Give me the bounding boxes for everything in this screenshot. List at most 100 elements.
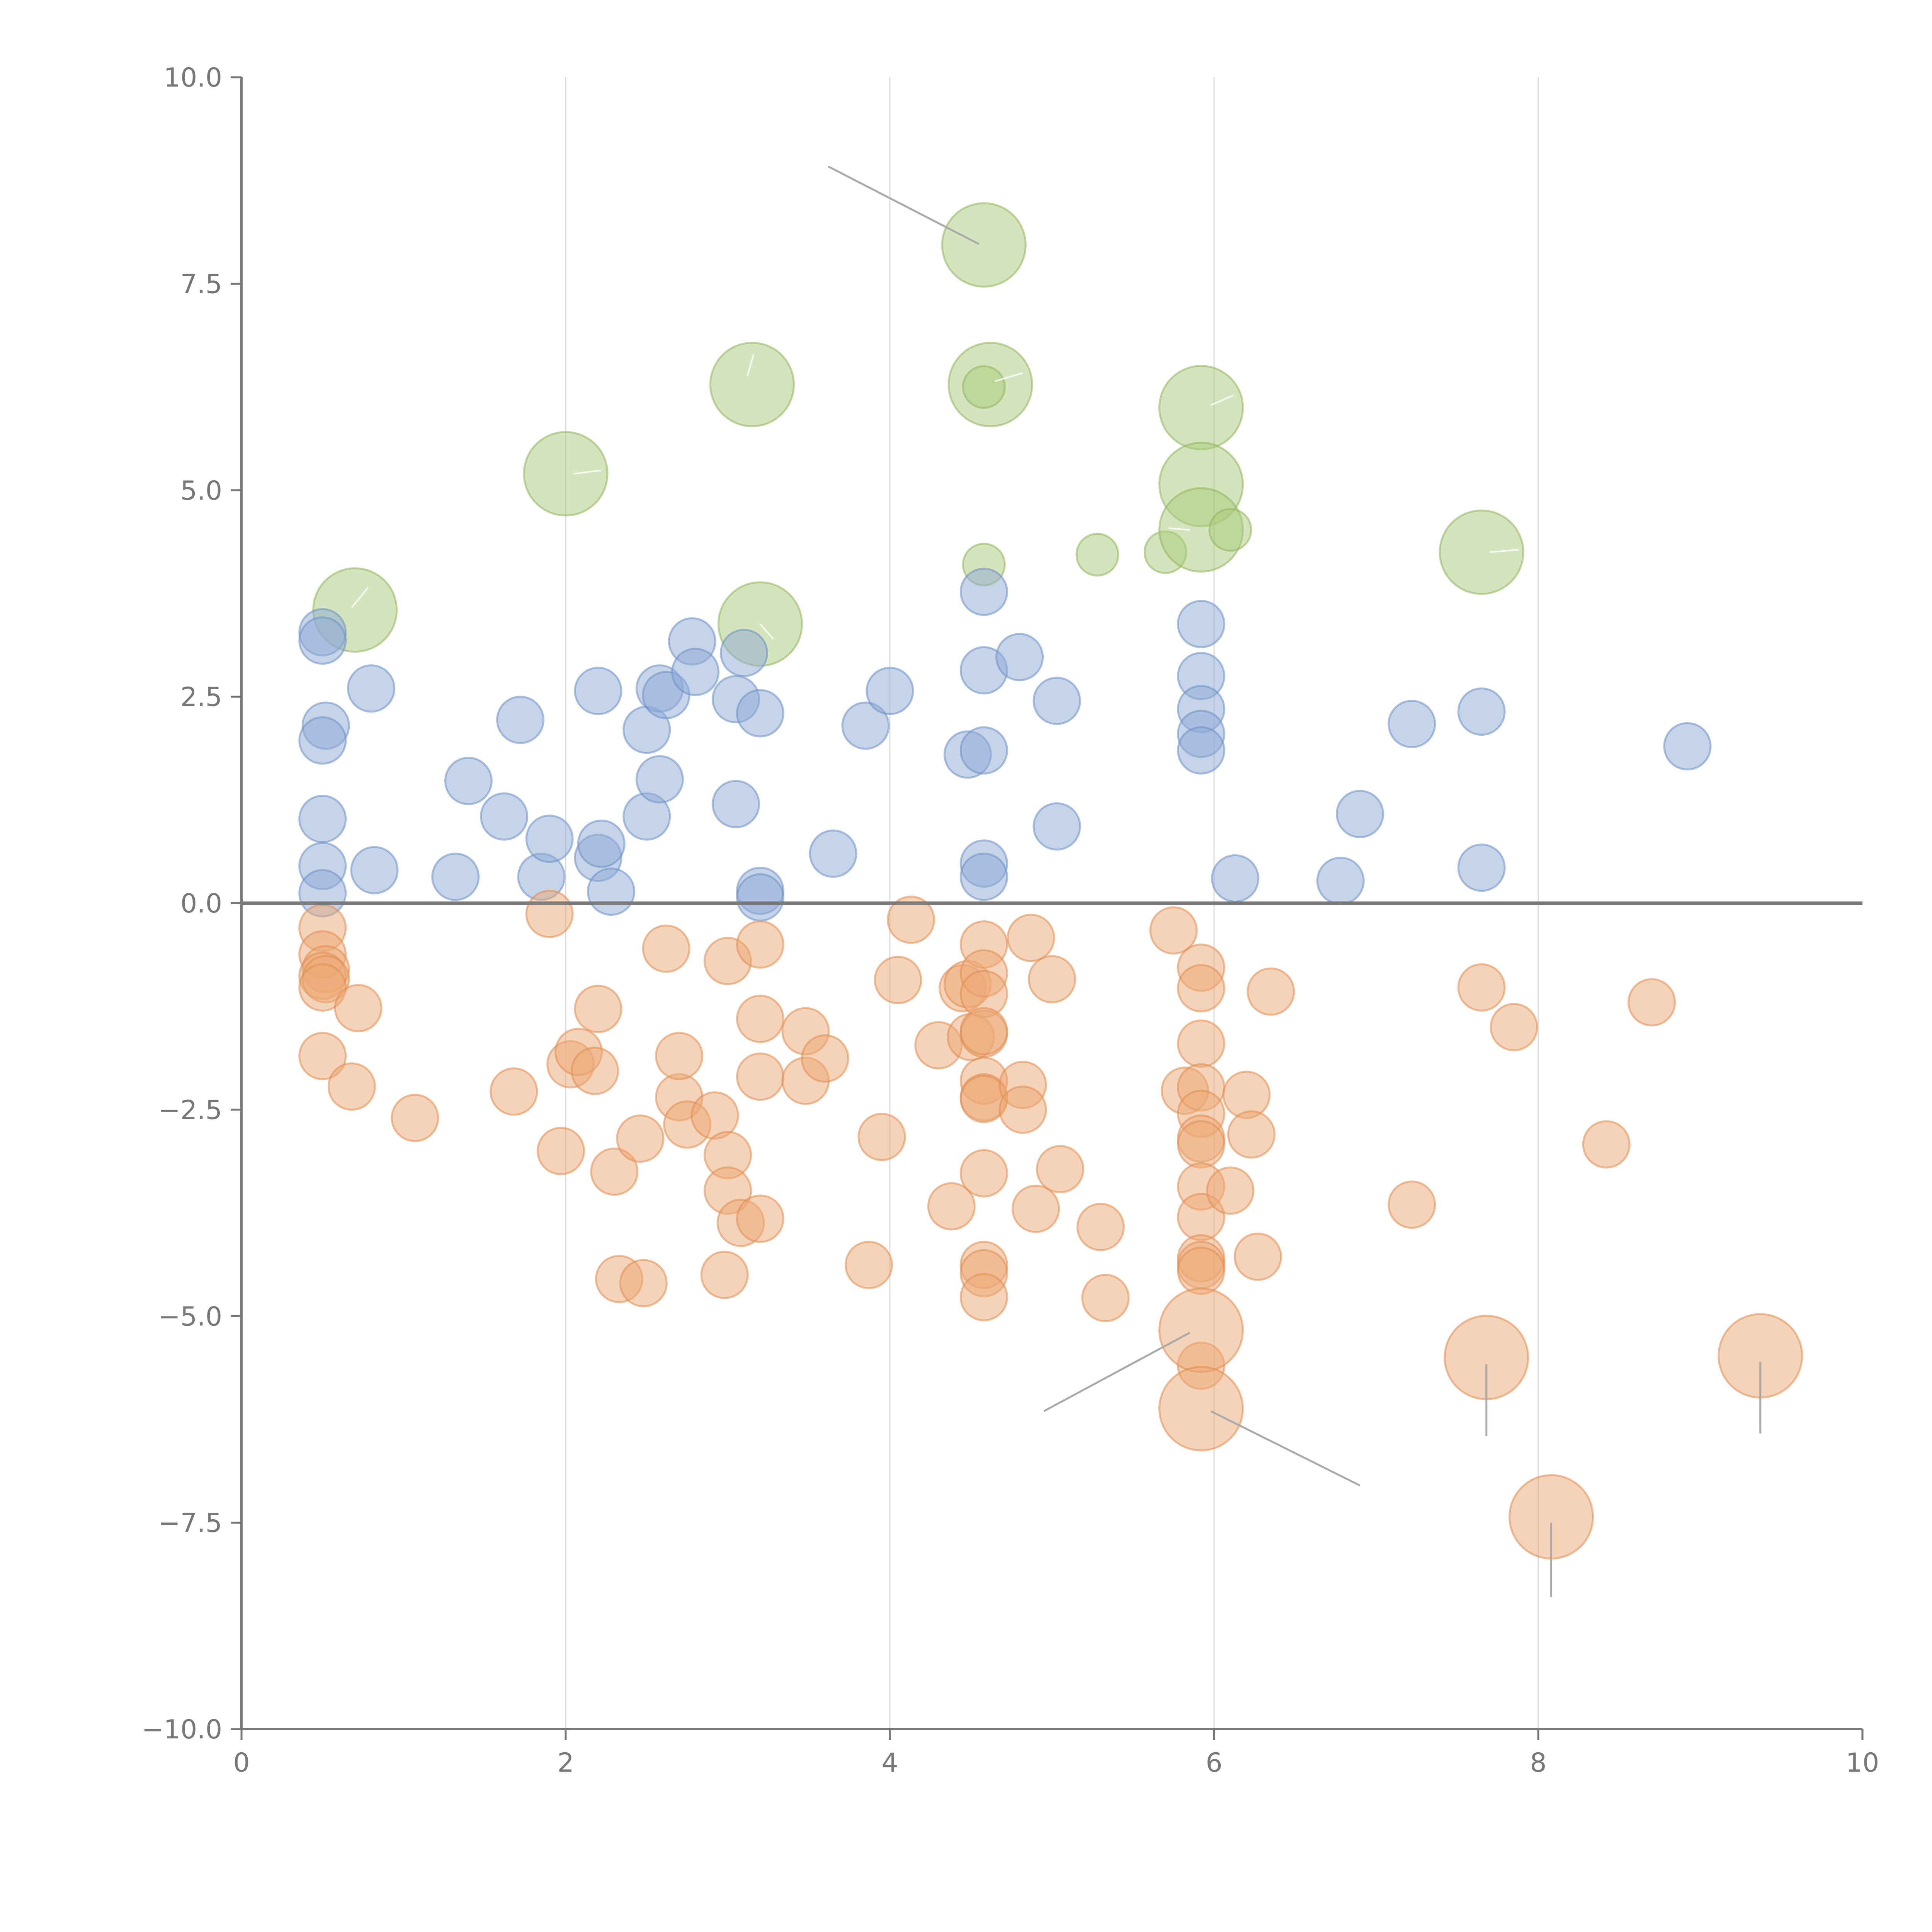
x-tick-label: 2 (557, 1748, 574, 1778)
orange-data-point (1177, 1120, 1225, 1169)
x-tick-label: 4 (881, 1748, 898, 1778)
x-tick-label: 0 (233, 1748, 250, 1778)
orange-data-point (391, 1094, 439, 1142)
orange-data-point (334, 984, 383, 1032)
orange-data-point (1036, 1145, 1084, 1194)
blue-data-point (736, 689, 784, 738)
blue-data-point (1211, 854, 1260, 903)
orange-data-point (1233, 1232, 1282, 1281)
orange-data-point (700, 1250, 749, 1299)
inner-label-tick (1168, 527, 1190, 531)
orange-data-point (1177, 964, 1225, 1013)
orange-data-point (1028, 955, 1076, 1003)
orange-data-point (1227, 1110, 1276, 1159)
blue-data-point (959, 726, 1008, 775)
series-blue (298, 568, 1712, 922)
orange-data-point (1012, 1184, 1060, 1233)
blue-data-point (1457, 844, 1506, 892)
blue-data-point (866, 667, 914, 715)
orange-data-point (927, 1182, 976, 1231)
orange-data-point (1177, 1247, 1225, 1295)
orange-data-point (616, 1114, 665, 1163)
orange-data-point (857, 1112, 906, 1161)
green-data-point (523, 431, 609, 517)
blue-data-point (1457, 687, 1506, 736)
blue-data-point (347, 664, 396, 713)
orange-data-point (959, 1273, 1008, 1321)
orange-data-point (1628, 978, 1676, 1027)
orange-data-point (1149, 906, 1198, 955)
orange-data-point (642, 924, 690, 973)
inner-label-tick (759, 623, 774, 639)
orange-data-point (1081, 1274, 1130, 1322)
blue-data-point (959, 852, 1008, 901)
blue-data-point (1316, 857, 1365, 905)
orange-data-point (1247, 967, 1295, 1016)
blue-data-point (1032, 677, 1081, 725)
blue-data-point (711, 780, 760, 828)
callout-leader-line (1210, 1410, 1361, 1486)
green-data-point (962, 365, 1006, 409)
inner-label-tick (573, 469, 602, 474)
blue-data-point (525, 815, 574, 863)
y-tick-label: 5.0 (180, 476, 222, 506)
blue-data-point (298, 716, 347, 765)
green-data-point (1208, 508, 1252, 552)
orange-data-point (1206, 1166, 1255, 1215)
orange-data-point (874, 956, 922, 1004)
blue-data-point (496, 696, 545, 744)
callout-lines (351, 165, 1762, 1597)
orange-data-point (736, 1052, 784, 1101)
green-data-point (1075, 532, 1119, 577)
blue-data-point (1032, 802, 1081, 851)
orange-data-point (298, 1032, 347, 1080)
y-tick-label: −2.5 (158, 1095, 222, 1126)
x-tick-label: 10 (1846, 1748, 1879, 1778)
blue-data-point (809, 829, 857, 878)
inner-label-tick (995, 372, 1023, 382)
y-tick-label: 10.0 (164, 63, 222, 93)
y-tick-label: 2.5 (180, 682, 222, 713)
blue-data-point (1663, 722, 1712, 770)
orange-data-point (1076, 1202, 1125, 1251)
blue-data-point (1177, 600, 1225, 648)
blue-data-point (298, 794, 347, 843)
x-tick-label: 8 (1530, 1748, 1546, 1778)
orange-data-point (571, 1046, 619, 1095)
orange-data-point (525, 889, 574, 938)
blue-data-point (350, 846, 399, 895)
series-orange (298, 889, 1803, 1560)
blue-data-point (995, 633, 1044, 682)
blue-data-point (736, 873, 784, 922)
inner-label-tick (746, 354, 755, 377)
blue-data-point (841, 701, 890, 750)
y-tick-label: 0.0 (180, 889, 222, 919)
orange-data-point (736, 995, 784, 1043)
orange-data-point (844, 1241, 893, 1289)
callout-leader-line (1043, 1332, 1190, 1412)
orange-data-point (590, 1147, 639, 1196)
orange-data-point (736, 920, 784, 969)
x-tick-label: 6 (1206, 1748, 1222, 1778)
orange-data-point (959, 1007, 1008, 1056)
orange-data-point (490, 1067, 538, 1116)
blue-data-point (431, 852, 480, 901)
orange-data-point (1158, 1287, 1244, 1373)
inner-label-tick (351, 587, 369, 608)
green-data-point (1439, 509, 1524, 595)
inner-label-tick (1489, 549, 1519, 553)
blue-data-point (959, 568, 1008, 616)
blue-data-point (719, 629, 768, 677)
y-tick-label: −5.0 (158, 1301, 222, 1332)
blue-data-point (1177, 726, 1225, 775)
blue-data-point (298, 616, 347, 665)
orange-data-point (536, 1127, 585, 1175)
blue-data-point (587, 867, 635, 916)
orange-data-point (1388, 1180, 1436, 1229)
blue-data-point (671, 648, 720, 696)
callout-leader-line (828, 165, 980, 245)
blue-data-point (444, 757, 493, 805)
y-tick-label: −10.0 (142, 1714, 222, 1745)
orange-data-point (1007, 913, 1055, 962)
